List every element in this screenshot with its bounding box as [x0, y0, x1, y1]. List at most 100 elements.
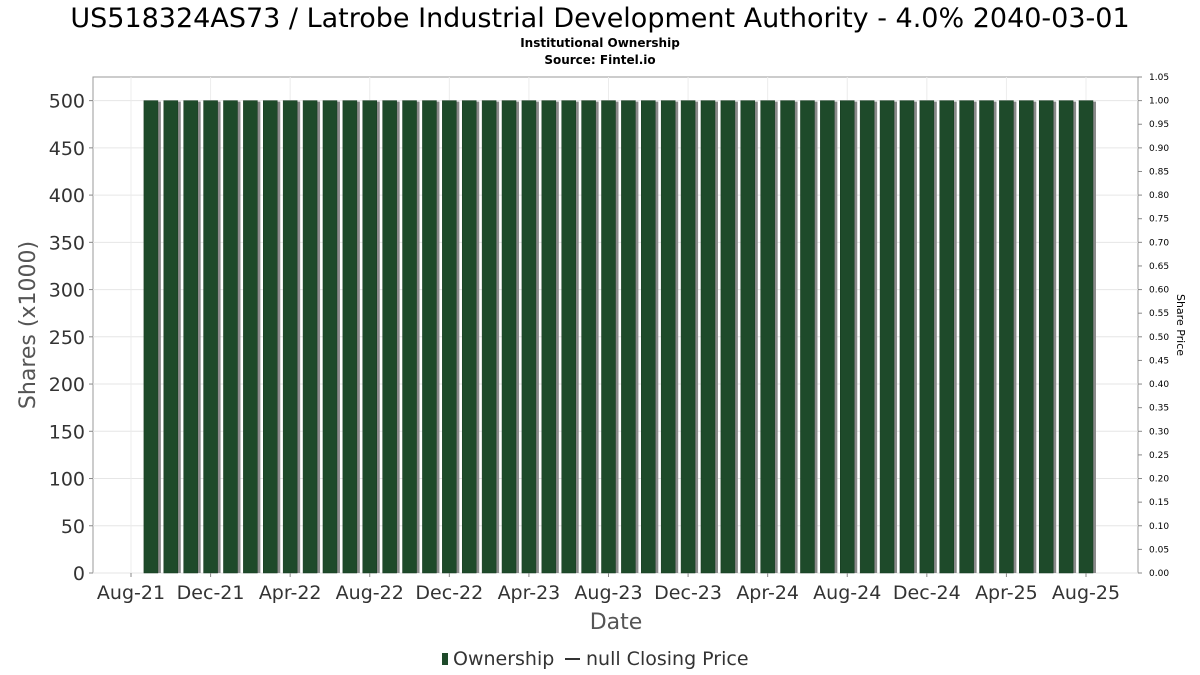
bar [282, 100, 298, 574]
chart-title: US518324AS73 / Latrobe Industrial Develo… [70, 3, 1129, 34]
y-tick-label: 350 [49, 232, 85, 254]
bar [979, 100, 994, 574]
y2-tick-label: 0.75 [1149, 215, 1169, 225]
x-tick-label: Apr-24 [736, 582, 799, 604]
bar [322, 100, 338, 574]
x-tick-label: Aug-24 [813, 582, 881, 604]
bar [760, 100, 775, 574]
x-tick-label: Dec-21 [177, 582, 245, 604]
y2-tick-label: 0.90 [1149, 144, 1169, 154]
bar [243, 100, 258, 574]
x-tick-label: Aug-22 [336, 582, 404, 604]
bar [442, 100, 457, 574]
bar [1038, 100, 1054, 574]
legend-ownership-swatch [442, 653, 448, 665]
x-tick-label: Aug-23 [574, 582, 642, 604]
y2-tick-label: 0.20 [1149, 475, 1169, 485]
x-tick-label: Aug-21 [97, 582, 165, 604]
x-axis-label: Date [590, 610, 643, 635]
y2-tick-label: 0.70 [1149, 238, 1169, 248]
y2-tick-label: 0.40 [1149, 380, 1169, 390]
bar [263, 100, 278, 574]
y-tick-label: 200 [49, 374, 85, 396]
y-axis-left: 0 50 100 150 200 250 300 350 400 450 500 [49, 91, 93, 585]
y2-tick-label: 0.60 [1149, 286, 1169, 296]
x-tick-label: Apr-23 [498, 582, 561, 604]
bar [223, 100, 238, 574]
bar [541, 100, 557, 574]
bar [680, 100, 696, 574]
y2-tick-label: 0.05 [1149, 545, 1169, 555]
bar [183, 100, 198, 574]
bar [143, 100, 159, 574]
chart-source: Source: Fintel.io [544, 53, 655, 67]
y-tick-label: 100 [49, 469, 85, 491]
bar [362, 100, 377, 574]
y2-tick-label: 0.45 [1149, 356, 1169, 366]
bar [521, 100, 537, 574]
bar [959, 100, 974, 574]
x-tick-label: Dec-23 [654, 582, 722, 604]
chart-subtitle: Institutional Ownership [520, 36, 680, 50]
y2-tick-label: 0.10 [1149, 522, 1169, 532]
bar [919, 100, 935, 574]
bar [800, 100, 815, 574]
bar [163, 100, 179, 574]
bar [203, 100, 218, 574]
x-axis: Aug-21 Dec-21 Apr-22 Aug-22 Dec-22 Apr-23 Aug-… [97, 573, 1120, 604]
bar [740, 100, 756, 574]
y2-tick-label: 0.30 [1149, 427, 1169, 437]
bar [1019, 100, 1034, 574]
y2-tick-label: 0.85 [1149, 167, 1169, 177]
y2-tick-label: 0.35 [1149, 404, 1169, 414]
bar [899, 100, 915, 574]
y-tick-label: 500 [49, 91, 85, 113]
bar [302, 100, 318, 574]
x-tick-label: Dec-24 [893, 582, 961, 604]
x-tick-label: Apr-22 [259, 582, 322, 604]
y-tick-label: 150 [49, 421, 85, 443]
x-tick-label: Apr-25 [975, 582, 1038, 604]
bar [840, 100, 855, 574]
bar [621, 100, 636, 574]
y2-tick-label: 0.55 [1149, 309, 1169, 319]
y2-tick-label: 0.50 [1149, 333, 1169, 343]
legend: Ownership null Closing Price [442, 648, 749, 670]
legend-ownership-label: Ownership [453, 648, 554, 670]
bar [601, 100, 616, 574]
bar [382, 100, 397, 574]
bar [641, 100, 656, 574]
y-tick-label: 400 [49, 185, 85, 207]
y-tick-label: 300 [49, 280, 85, 302]
y-tick-label: 250 [49, 327, 85, 349]
bar [402, 100, 417, 574]
bar [461, 100, 477, 574]
y-axis-right: 0.00 0.05 0.10 0.15 0.20 0.25 0.30 0.35 0.40 0.45… [1138, 73, 1169, 579]
bar [859, 100, 875, 574]
bar [422, 100, 437, 574]
y2-tick-label: 0.80 [1149, 191, 1169, 201]
y-axis-label: Shares (x1000) [16, 241, 41, 409]
y2-tick-label: 1.05 [1149, 73, 1169, 83]
y-tick-label: 50 [61, 516, 85, 538]
y2-tick-label: 1.00 [1149, 97, 1169, 107]
y2-tick-label: 0.95 [1149, 120, 1169, 130]
y2-tick-label: 0.65 [1149, 262, 1169, 272]
y2-tick-label: 0.15 [1149, 498, 1169, 508]
y2-tick-label: 0.25 [1149, 451, 1169, 461]
bar [660, 100, 676, 574]
bar [561, 100, 576, 574]
bar [342, 100, 358, 574]
y2-tick-label: 0.00 [1149, 569, 1169, 579]
bar [700, 100, 716, 574]
bar [1058, 100, 1074, 574]
x-tick-label: Aug-25 [1052, 582, 1120, 604]
bar [501, 100, 517, 574]
bar [1078, 100, 1094, 574]
bar [999, 100, 1014, 574]
y2-axis-label: Share Price [1174, 294, 1187, 356]
y-tick-label: 450 [49, 138, 85, 160]
bar [581, 100, 596, 574]
bar [879, 100, 895, 574]
